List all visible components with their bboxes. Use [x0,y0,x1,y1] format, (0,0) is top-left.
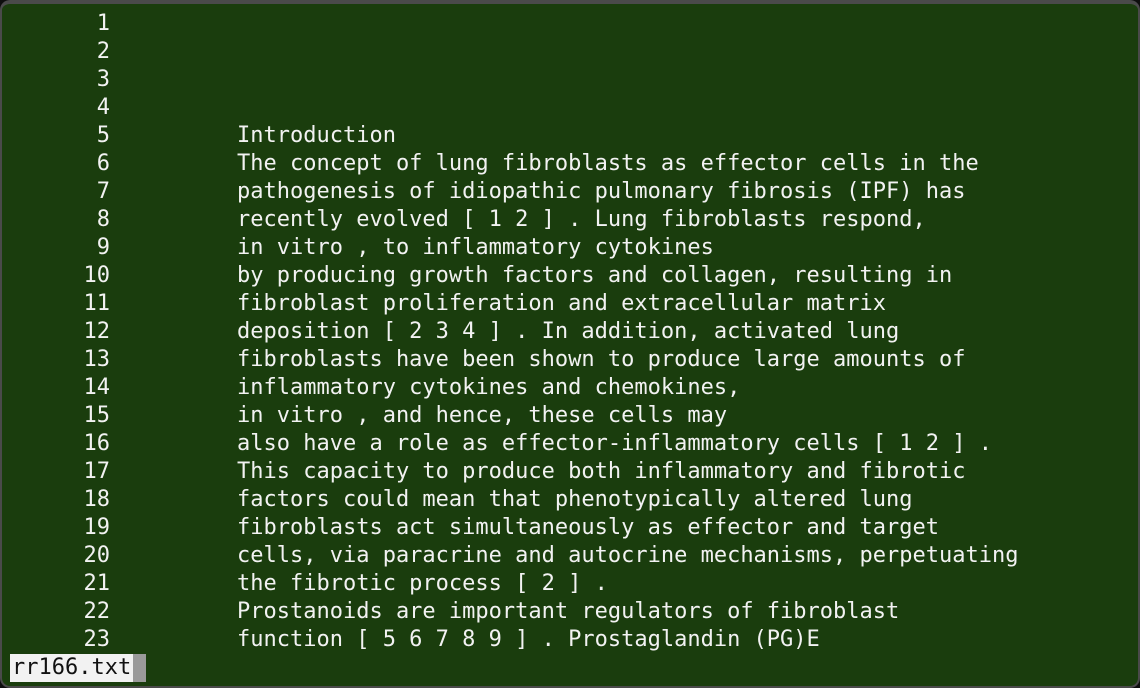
line-number: 2 [96,39,110,64]
line-number: 10 [83,263,111,288]
line-text: Introduction [237,123,396,148]
editor-line: 11 fibroblast proliferation and extracell… [2,290,1138,318]
line-text: in vitro , to inflammatory cytokines [237,235,714,260]
status-bar: rr166.txt [10,654,147,682]
line-text: factors could mean that phenotypically a… [237,487,913,512]
line-text: fibroblasts have been shown to produce l… [237,347,966,372]
line-text: cells, via paracrine and autocrine mecha… [237,543,1019,568]
line-text: deposition [ 2 3 4 ] . In addition, acti… [237,319,900,344]
line-text: also have a role as effector-inflammator… [237,431,992,456]
editor-line: 17 This capacity to produce both inflamma… [2,458,1138,486]
editor-line: 15 in vitro , and hence, these cells may [2,402,1138,430]
status-filename: rr166.txt [10,654,134,682]
line-text: This capacity to produce both inflammato… [237,459,966,484]
editor-line: 6 The concept of lung fibroblasts as effe… [2,150,1138,178]
editor-line: 16 also have a role as effector-inflammat… [2,430,1138,458]
line-number: 7 [96,179,110,204]
line-number: 11 [83,291,111,316]
line-number: 4 [96,95,110,120]
line-number: 3 [96,67,110,92]
line-text: function [ 5 6 7 8 9 ] . Prostaglandin (… [237,627,820,652]
editor-line: 4 [2,94,1138,122]
text-editor[interactable]: 1 2 3 4 5 Introduction 6 The concept of lu… [2,10,1138,654]
line-number: 9 [96,235,110,260]
line-number: 17 [83,459,111,484]
editor-line: 22 Prostanoids are important regulators o… [2,598,1138,626]
line-text: pathogenesis of idiopathic pulmonary fib… [237,179,966,204]
line-number: 16 [83,431,111,456]
line-text: the fibrotic process [ 2 ] . [237,571,608,596]
line-number: 6 [96,151,110,176]
editor-line: 12 deposition [ 2 3 4 ] . In addition, ac… [2,318,1138,346]
line-text: The concept of lung fibroblasts as effec… [237,151,979,176]
line-number: 21 [83,571,111,596]
line-number: 22 [83,599,111,624]
line-text: recently evolved [ 1 2 ] . Lung fibrobla… [237,207,926,232]
line-number: 18 [83,487,111,512]
line-number: 14 [83,375,111,400]
line-text: in vitro , and hence, these cells may [237,403,728,428]
line-text: by producing growth factors and collagen… [237,263,953,288]
editor-line: 1 [2,10,1138,38]
line-text: fibroblasts act simultaneously as effect… [237,515,939,540]
line-number: 23 [83,627,111,652]
editor-line: 18 factors could mean that phenotypically… [2,486,1138,514]
editor-line: 7 pathogenesis of idiopathic pulmonary fi… [2,178,1138,206]
editor-line: 9 in vitro , to inflammatory cytokines [2,234,1138,262]
line-number: 5 [96,123,110,148]
line-number: 1 [96,11,110,36]
editor-line: 21 the fibrotic process [ 2 ] . [2,570,1138,598]
editor-line: 19 fibroblasts act simultaneously as effe… [2,514,1138,542]
line-text: inflammatory cytokines and chemokines, [237,375,741,400]
text-cursor [133,654,147,682]
editor-line: 5 Introduction [2,122,1138,150]
line-number: 12 [83,319,111,344]
line-number: 8 [96,207,110,232]
editor-line: 13 fibroblasts have been shown to produce… [2,346,1138,374]
line-text: fibroblast proliferation and extracellul… [237,291,887,316]
line-text: Prostanoids are important regulators of … [237,599,900,624]
line-number: 15 [83,403,111,428]
editor-line: 20 cells, via paracrine and autocrine mec… [2,542,1138,570]
editor-line: 14 inflammatory cytokines and chemokines, [2,374,1138,402]
line-number: 20 [83,543,111,568]
line-number: 19 [83,515,111,540]
editor-line: 23 function [ 5 6 7 8 9 ] . Prostaglandin… [2,626,1138,654]
editor-line: 8 recently evolved [ 1 2 ] . Lung fibrobl… [2,206,1138,234]
editor-line: 2 [2,38,1138,66]
editor-line: 3 [2,66,1138,94]
line-number: 13 [83,347,111,372]
editor-line: 10 by producing growth factors and collag… [2,262,1138,290]
